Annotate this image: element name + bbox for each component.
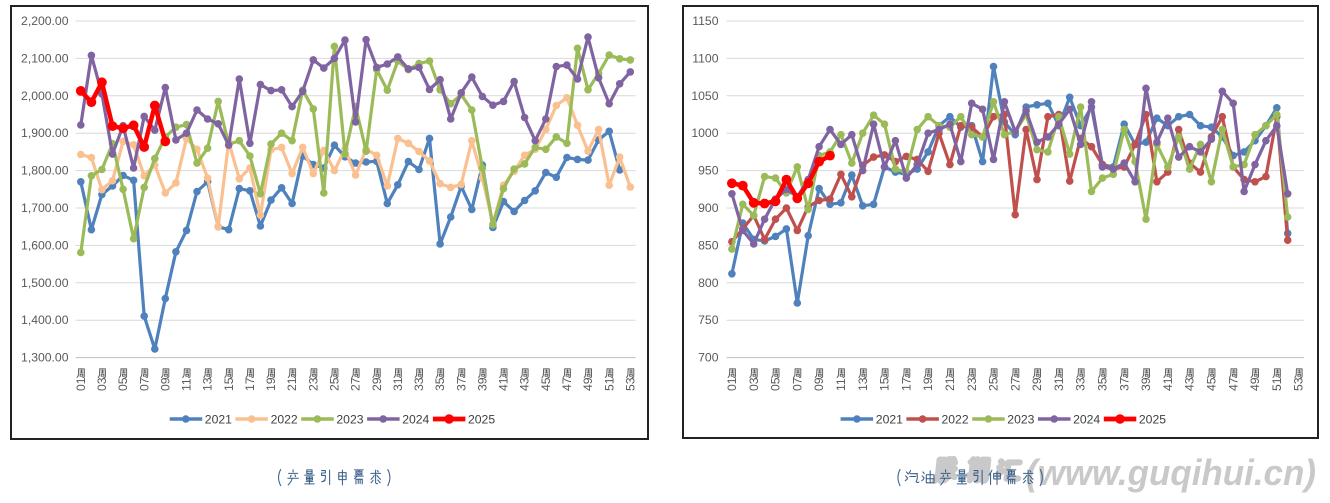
svg-text:07: 07 bbox=[790, 377, 804, 391]
svg-text:700: 700 bbox=[698, 351, 719, 365]
svg-text:11: 11 bbox=[180, 378, 194, 391]
svg-text:1,800.00: 1,800.00 bbox=[21, 164, 69, 178]
svg-text:2024: 2024 bbox=[1073, 413, 1100, 427]
svg-text:1,600.00: 1,600.00 bbox=[21, 238, 69, 252]
svg-text:39: 39 bbox=[476, 377, 490, 391]
svg-text:31: 31 bbox=[1052, 377, 1066, 391]
svg-text:21: 21 bbox=[285, 377, 299, 391]
svg-text:11: 11 bbox=[834, 378, 848, 391]
svg-text:15: 15 bbox=[222, 377, 236, 391]
svg-text:05: 05 bbox=[769, 377, 783, 391]
svg-text:09: 09 bbox=[158, 377, 172, 391]
svg-text:950: 950 bbox=[698, 164, 719, 178]
svg-text:29: 29 bbox=[370, 377, 384, 391]
svg-text:2024: 2024 bbox=[402, 413, 429, 427]
svg-text:45: 45 bbox=[1205, 377, 1219, 391]
svg-text:03: 03 bbox=[95, 377, 109, 391]
svg-text:27: 27 bbox=[1008, 377, 1022, 391]
svg-text:1,700.00: 1,700.00 bbox=[21, 201, 69, 215]
svg-text:19: 19 bbox=[921, 377, 935, 391]
svg-text:53: 53 bbox=[623, 377, 637, 391]
svg-text:35: 35 bbox=[1096, 377, 1110, 391]
svg-text:2025: 2025 bbox=[468, 413, 495, 427]
svg-text:15: 15 bbox=[878, 377, 892, 391]
svg-text:2,200.00: 2,200.00 bbox=[21, 14, 69, 28]
svg-text:23: 23 bbox=[306, 377, 320, 391]
svg-text:1000: 1000 bbox=[691, 126, 718, 140]
svg-text:1150: 1150 bbox=[692, 14, 718, 28]
svg-text:1,500.00: 1,500.00 bbox=[21, 276, 69, 290]
svg-text:37: 37 bbox=[454, 377, 468, 391]
svg-text:800: 800 bbox=[698, 276, 719, 290]
svg-text:2023: 2023 bbox=[336, 413, 363, 427]
svg-text:17: 17 bbox=[899, 377, 913, 391]
svg-text:13: 13 bbox=[856, 377, 870, 391]
svg-text:33: 33 bbox=[1074, 377, 1088, 391]
svg-text:05: 05 bbox=[116, 377, 130, 391]
svg-text:25: 25 bbox=[328, 377, 342, 391]
svg-text:2023: 2023 bbox=[1007, 413, 1034, 427]
svg-text:09: 09 bbox=[812, 377, 826, 391]
svg-text:1100: 1100 bbox=[692, 51, 718, 65]
svg-text:13: 13 bbox=[201, 377, 215, 391]
svg-text:01: 01 bbox=[74, 377, 88, 391]
svg-text:43: 43 bbox=[518, 377, 532, 391]
svg-text:31: 31 bbox=[391, 377, 405, 391]
svg-text:750: 750 bbox=[698, 313, 719, 327]
svg-text:2022: 2022 bbox=[942, 413, 969, 427]
svg-text:1,300.00: 1,300.00 bbox=[21, 351, 69, 365]
svg-text:19: 19 bbox=[264, 377, 278, 391]
svg-text:35: 35 bbox=[433, 377, 447, 391]
svg-text:25: 25 bbox=[987, 377, 1001, 391]
svg-text:900: 900 bbox=[698, 201, 719, 215]
svg-text:1,400.00: 1,400.00 bbox=[21, 313, 69, 327]
svg-text:07: 07 bbox=[137, 377, 151, 391]
svg-text:37: 37 bbox=[1117, 377, 1131, 391]
svg-text:01: 01 bbox=[725, 377, 739, 391]
svg-text:2,000.00: 2,000.00 bbox=[21, 89, 69, 103]
svg-text:2021: 2021 bbox=[205, 413, 232, 427]
svg-text:21: 21 bbox=[943, 377, 957, 391]
svg-text:45: 45 bbox=[539, 377, 553, 391]
svg-text:850: 850 bbox=[698, 238, 719, 252]
svg-text:(www.guqihui.cn): (www.guqihui.cn) bbox=[1026, 452, 1316, 493]
svg-text:17: 17 bbox=[243, 377, 257, 391]
svg-text:03: 03 bbox=[747, 377, 761, 391]
svg-text:39: 39 bbox=[1139, 377, 1153, 391]
svg-text:2025: 2025 bbox=[1139, 413, 1166, 427]
svg-text:2021: 2021 bbox=[876, 413, 903, 427]
svg-text:49: 49 bbox=[581, 377, 595, 391]
svg-text:53: 53 bbox=[1292, 377, 1306, 391]
svg-text:23: 23 bbox=[965, 377, 979, 391]
svg-text:47: 47 bbox=[560, 377, 574, 391]
svg-text:47: 47 bbox=[1226, 377, 1240, 391]
svg-text:2022: 2022 bbox=[271, 413, 298, 427]
svg-text:27: 27 bbox=[349, 377, 363, 391]
svg-text:41: 41 bbox=[497, 377, 511, 391]
svg-text:1050: 1050 bbox=[691, 89, 718, 103]
svg-text:51: 51 bbox=[602, 377, 616, 391]
svg-text:43: 43 bbox=[1183, 377, 1197, 391]
svg-text:29: 29 bbox=[1030, 377, 1044, 391]
svg-text:1,900.00: 1,900.00 bbox=[21, 126, 69, 140]
svg-text:33: 33 bbox=[412, 377, 426, 391]
svg-text:41: 41 bbox=[1161, 377, 1175, 391]
svg-text:49: 49 bbox=[1248, 377, 1262, 391]
svg-text:51: 51 bbox=[1270, 377, 1284, 391]
svg-text:2,100.00: 2,100.00 bbox=[21, 51, 69, 65]
